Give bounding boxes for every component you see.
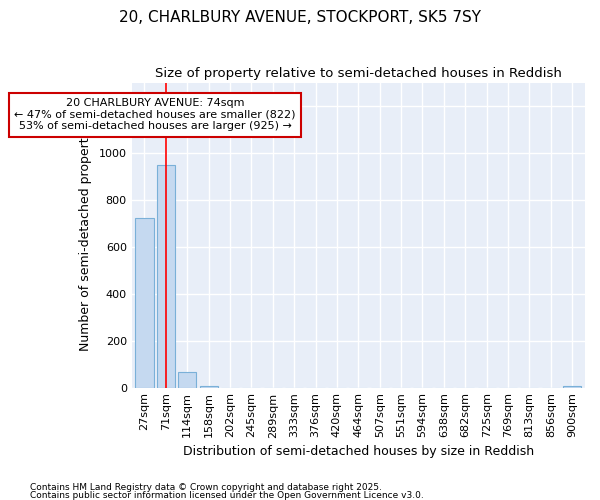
Bar xyxy=(136,218,154,388)
Text: Contains public sector information licensed under the Open Government Licence v3: Contains public sector information licen… xyxy=(30,490,424,500)
Bar xyxy=(178,372,196,388)
Text: 20 CHARLBURY AVENUE: 74sqm
← 47% of semi-detached houses are smaller (822)
53% o: 20 CHARLBURY AVENUE: 74sqm ← 47% of semi… xyxy=(14,98,296,132)
Bar xyxy=(157,165,175,388)
Text: Contains HM Land Registry data © Crown copyright and database right 2025.: Contains HM Land Registry data © Crown c… xyxy=(30,484,382,492)
Bar xyxy=(563,386,581,388)
Y-axis label: Number of semi-detached properties: Number of semi-detached properties xyxy=(79,120,92,351)
Text: 20, CHARLBURY AVENUE, STOCKPORT, SK5 7SY: 20, CHARLBURY AVENUE, STOCKPORT, SK5 7SY xyxy=(119,10,481,25)
Title: Size of property relative to semi-detached houses in Reddish: Size of property relative to semi-detach… xyxy=(155,68,562,80)
Bar xyxy=(200,386,218,388)
X-axis label: Distribution of semi-detached houses by size in Reddish: Distribution of semi-detached houses by … xyxy=(183,444,534,458)
